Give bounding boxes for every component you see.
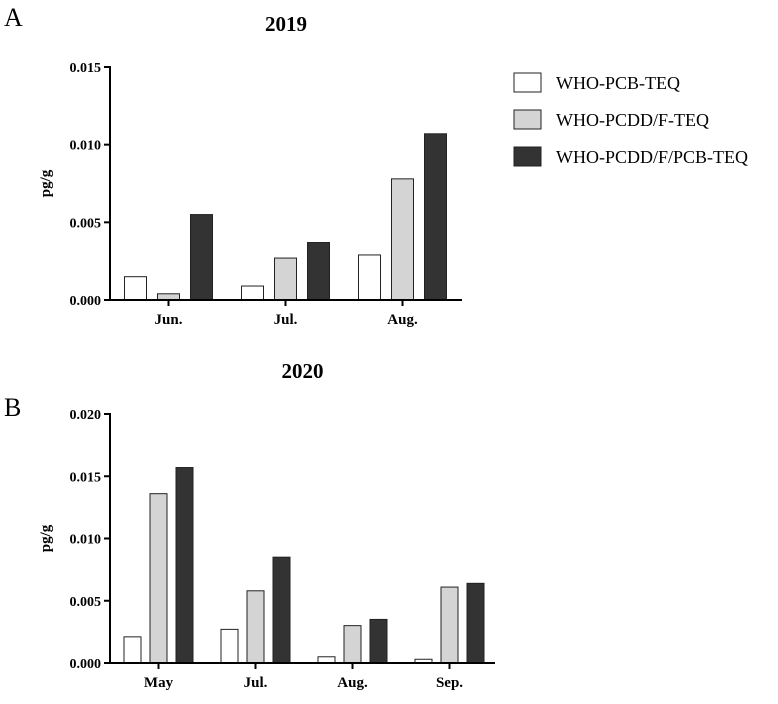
bar-who-pcdd-f-pcb-teq-2 [272, 556, 291, 664]
y-tick-label: 0.015 [70, 470, 102, 485]
x-tick-label: Sep. [436, 675, 463, 691]
bar-who-pcdd-f-pcb-teq-1 [175, 467, 194, 664]
bar-who-pcdd-f-pcb-teq-4 [466, 582, 485, 664]
bar-who-pcdd-f-teq-3 [391, 178, 414, 301]
x-tick-label: Jul. [274, 312, 298, 328]
x-tick-label: Aug. [337, 675, 368, 691]
legend-label: WHO-PCB-TEQ [556, 73, 680, 93]
y-tick-label: 0.000 [70, 657, 102, 672]
bar-who-pcdd-f-teq-3 [343, 625, 362, 664]
x-tick-label: Jun. [155, 312, 183, 328]
panel-label-b: B [4, 393, 21, 422]
bar-who-pcb-teq-2 [241, 285, 264, 301]
legend-swatch [513, 146, 542, 167]
bar-who-pcdd-f-teq-4 [440, 586, 459, 664]
y-tick-label: 0.005 [70, 216, 102, 231]
chart-title: 2020 [282, 359, 324, 383]
bar-who-pcdd-f-teq-1 [149, 493, 168, 664]
legend: WHO-PCB-TEQ WHO-PCDD/F-TEQ WHO-PCDD/F/PCB-… [513, 72, 748, 167]
legend-label: WHO-PCDD/F/PCB-TEQ [556, 147, 748, 167]
chart-2020: 2020 pg/g May Jul. Aug. Sep. 0.000 0.005 0.010 0.… [38, 359, 495, 691]
bar-who-pcdd-f-pcb-teq-3 [369, 618, 388, 664]
y-tick-label: 0.005 [70, 595, 102, 610]
panel-label-a: A [4, 3, 23, 32]
y-tick-label: 0.000 [70, 294, 102, 309]
bar-who-pcdd-f-teq-2 [246, 590, 265, 664]
bar-who-pcdd-f-teq-2 [274, 257, 297, 301]
chart-2019: 2019 pg/g Jun. Jul. Aug. 0.000 0.005 0.010 0.015 [38, 12, 462, 328]
bar-who-pcb-teq-1 [124, 276, 147, 301]
y-tick-label: 0.020 [70, 408, 102, 423]
y-tick-label: 0.010 [70, 533, 102, 548]
legend-swatch [513, 109, 542, 130]
bar-who-pcdd-f-pcb-teq-2 [307, 242, 330, 301]
bar-who-pcb-teq-2 [220, 628, 239, 664]
legend-label: WHO-PCDD/F-TEQ [556, 110, 709, 130]
x-tick-label: Jul. [244, 675, 268, 691]
legend-swatch [513, 72, 542, 93]
x-tick-label: Aug. [387, 312, 418, 328]
bar-who-pcb-teq-1 [123, 636, 142, 664]
y-tick-label: 0.010 [70, 139, 102, 154]
chart-title: 2019 [265, 12, 307, 36]
y-tick-label: 0.015 [70, 61, 102, 76]
x-tick-label: May [144, 675, 174, 691]
bar-who-pcb-teq-3 [358, 254, 381, 301]
bar-who-pcdd-f-pcb-teq-1 [190, 214, 213, 301]
y-axis-label: pg/g [38, 169, 54, 197]
y-axis-label: pg/g [38, 524, 54, 552]
bar-who-pcdd-f-pcb-teq-3 [424, 133, 447, 301]
